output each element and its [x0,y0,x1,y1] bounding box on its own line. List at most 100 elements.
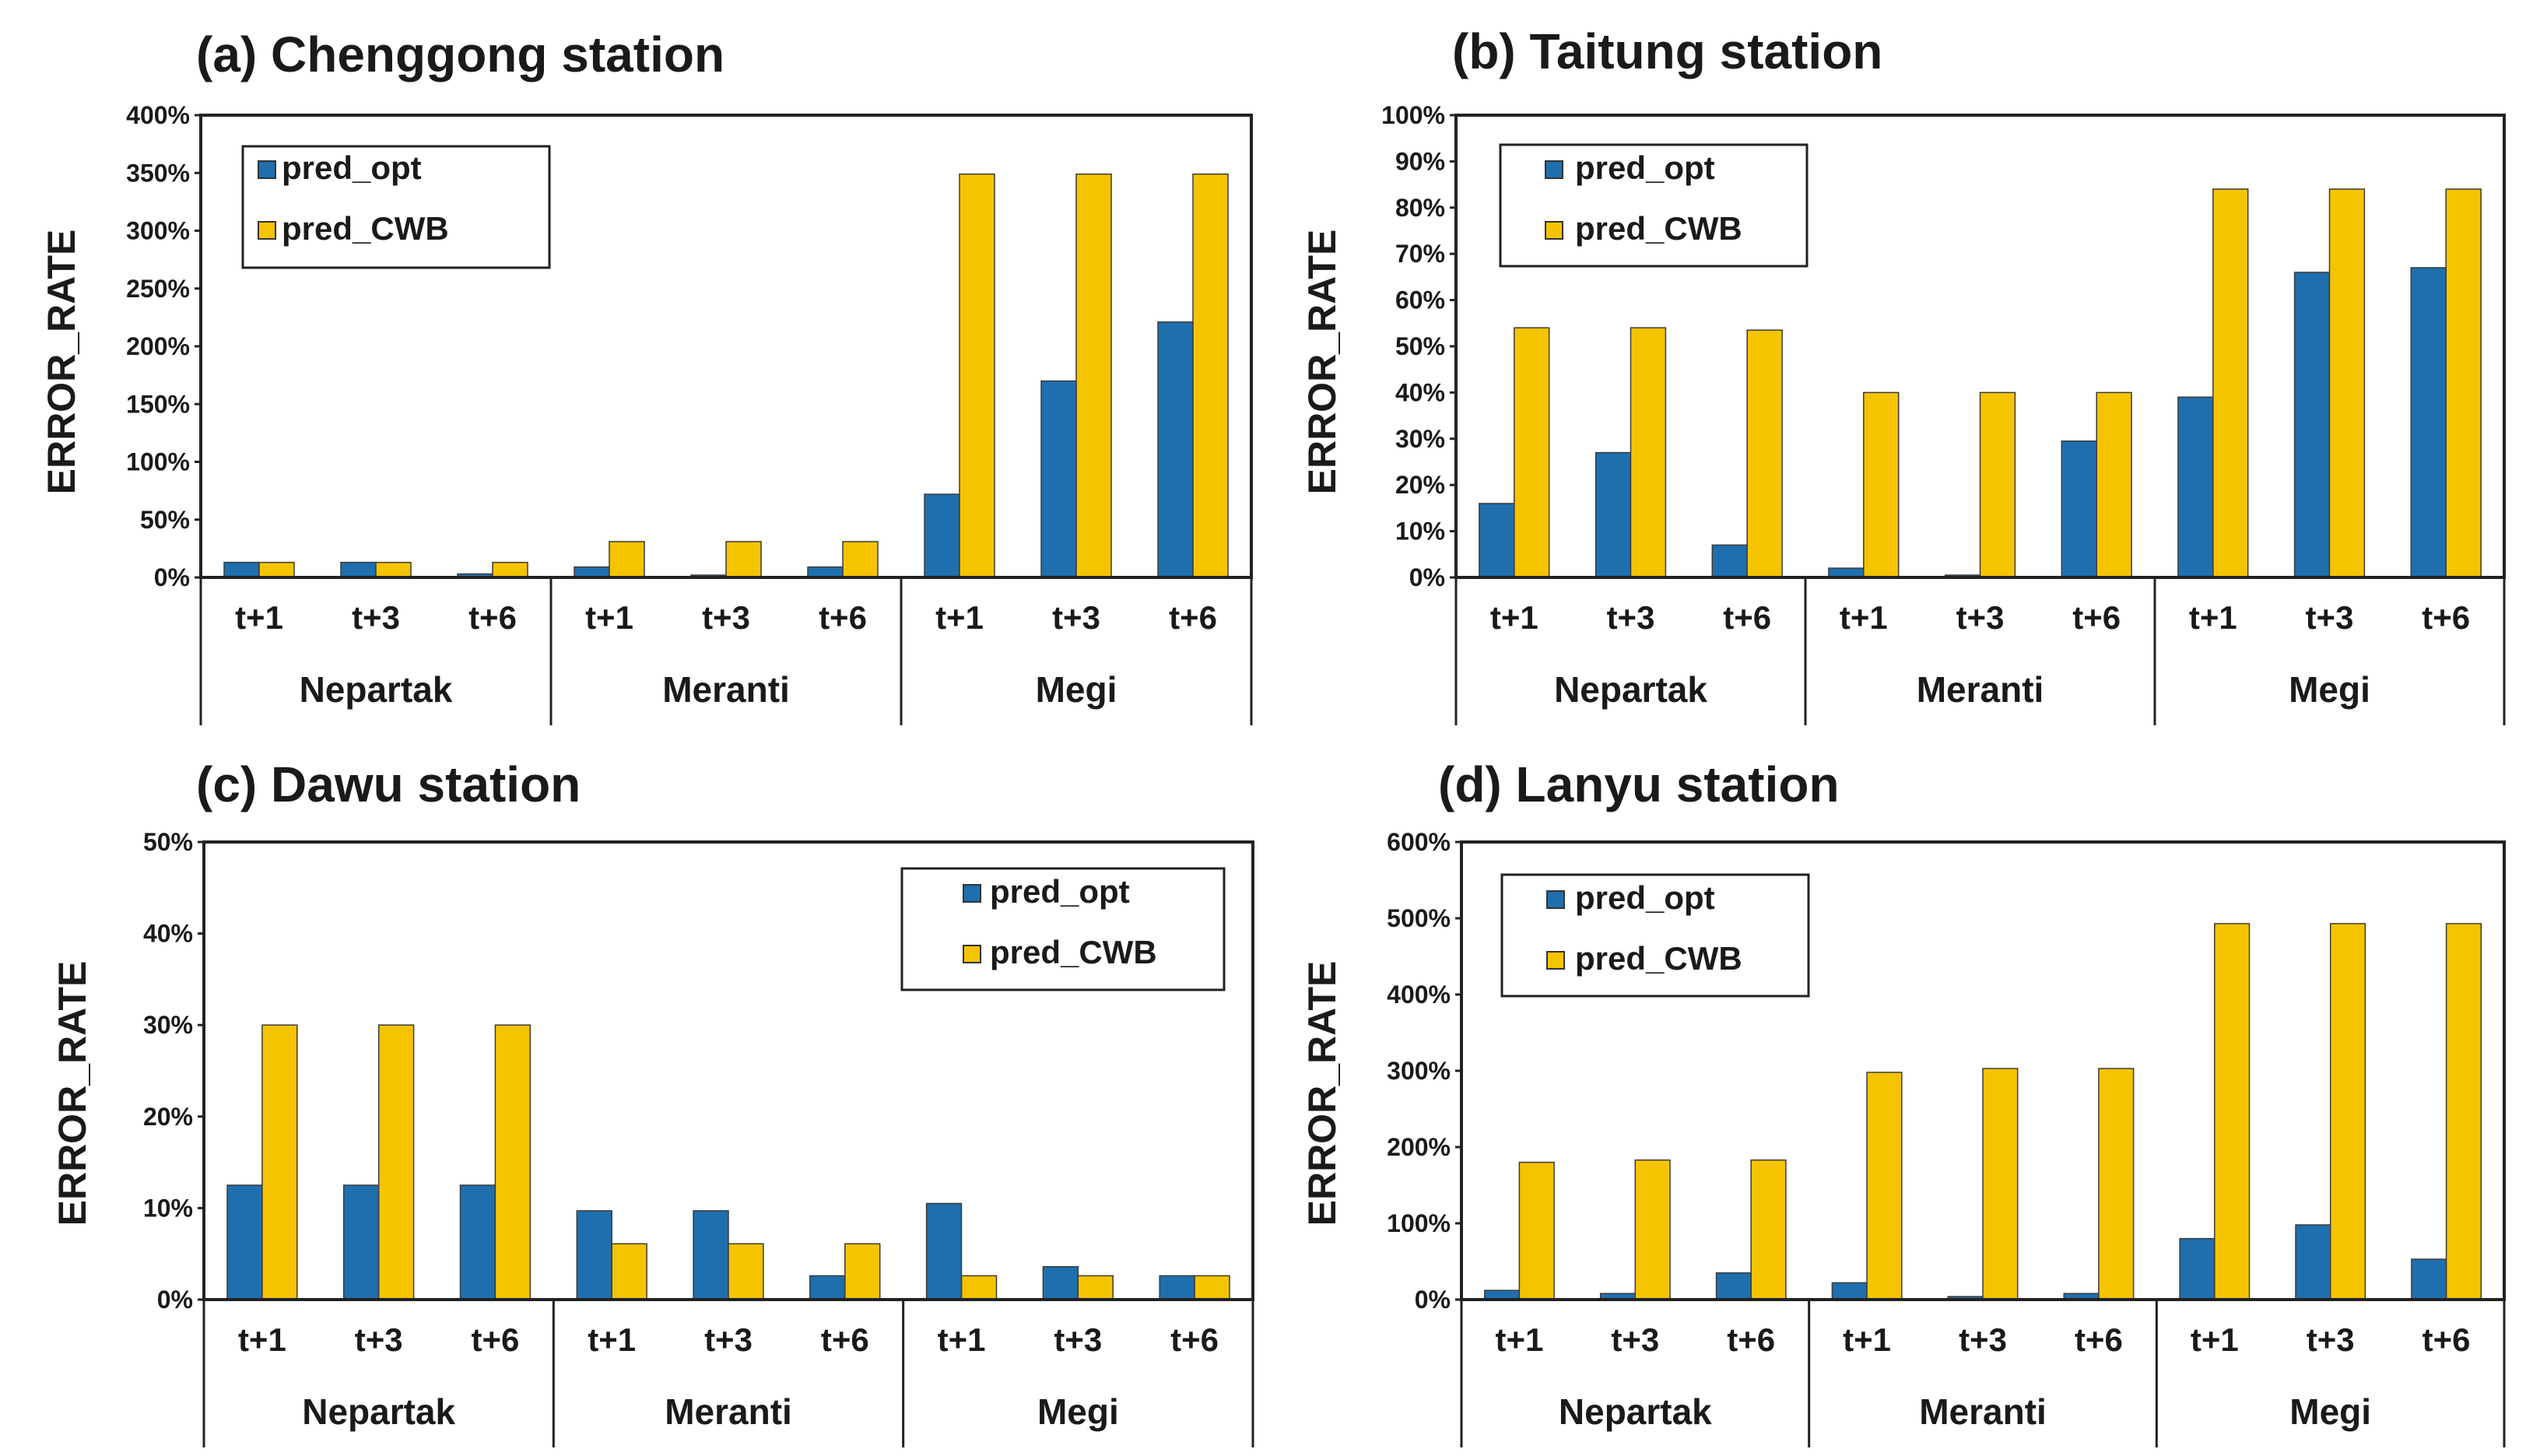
y-tick-label: 50% [140,506,190,534]
x-group-label: Nepartak [1554,669,1707,710]
y-tick-label: 100% [126,448,190,476]
y-tick-label: 600% [1387,828,1451,856]
y-tick-label: 30% [1395,425,1445,453]
plot-frame [1454,114,2506,579]
bar-pred-cwb-megi-tplus3 [1077,1275,1114,1300]
bar-pred-cwb-meranti-tplus1 [609,541,645,578]
x-tick-label: t+6 [2075,1321,2123,1358]
x-group-label: Meranti [665,1391,792,1432]
bar-pred-cwb-nepartak-tplus1 [1514,327,1550,578]
bar-pred-cwb-meranti-tplus3 [728,1243,764,1300]
bars [223,173,1229,578]
chart-title: (d) Lanyu station [1438,756,1840,812]
x-tick-label: t+1 [585,599,633,636]
bar-pred-opt-megi-tplus3 [1042,1265,1079,1300]
x-axis: t+1 t+3 t+6 t+1 t+3 t+6 t+1 t+3 t+6 Nepartak Meran… [202,1300,1254,1447]
y-axis-label: ERROR_RATE [51,961,94,1226]
bar-pred-opt-meranti-tplus1 [576,1210,612,1300]
x-axis: t+1 t+3 t+6 t+1 t+3 t+6 t+1 t+3 t+6 Nepartak Meran… [1460,1300,2506,1447]
x-tick-label: t+1 [2189,599,2237,636]
bar-pred-cwb-megi-tplus1 [2212,188,2249,578]
x-tick-label: t+3 [1959,1321,2007,1358]
bar-pred-opt-meranti-tplus6 [809,1275,846,1300]
legend: pred_opt pred_CWB [1500,873,1810,998]
y-tick-label: 90% [1395,147,1445,175]
bar-pred-cwb-meranti-tplus6 [842,541,879,578]
y-tick-label: 400% [126,101,190,129]
bar-pred-opt-meranti-tplus1 [1831,1282,1868,1300]
bar-pred-cwb-megi-tplus6 [2445,923,2482,1300]
x-group-label: Megi [2289,669,2370,710]
bar-pred-opt-meranti-tplus3 [693,1210,729,1300]
chart-title: (b) Taitung station [1452,23,1882,79]
legend-label-pred-opt: pred_opt [990,873,1130,910]
y-tick-label: 150% [126,390,190,418]
bar-pred-cwb-megi-tplus6 [2445,188,2482,578]
y-axis-label: ERROR_RATE [40,230,83,495]
x-group-label: Nepartak [300,669,453,710]
x-tick-label: t+3 [352,599,400,636]
x-tick-label: t+1 [238,1321,286,1358]
y-tick-label: 70% [1395,240,1445,268]
x-group-label: Megi [2289,1391,2371,1432]
bar-pred-opt-nepartak-tplus1 [223,561,260,578]
bar-pred-opt-megi-tplus6 [2410,267,2447,578]
bar-pred-opt-megi-tplus6 [2411,1258,2447,1300]
x-tick-label: t+1 [1840,599,1888,636]
legend-box [241,145,551,269]
x-tick-label: t+6 [468,599,517,636]
bar-pred-opt-megi-tplus1 [2179,1237,2216,1300]
x-tick-label: t+3 [702,599,750,636]
legend-swatch-pred-opt [963,884,981,903]
x-tick-label: t+6 [1723,599,1771,636]
panel-b-taitung: (b) Taitung station ERROR_RATE 0% 10% 20% 3… [1300,23,2506,725]
x-tick-label: t+3 [1956,599,2005,636]
bar-pred-cwb-nepartak-tplus1 [258,561,295,578]
bars [1479,188,2482,578]
x-tick-label: t+1 [1843,1321,1891,1358]
y-tick-label: 10% [143,1194,193,1222]
x-tick-label: t+3 [1607,599,1655,636]
y-tick-label: 400% [1387,981,1451,1009]
legend-label-pred-opt: pred_opt [1575,149,1715,186]
y-tick-label: 300% [126,217,190,245]
x-tick-label: t+6 [2423,1321,2471,1358]
legend-label-pred-opt: pred_opt [1575,879,1715,916]
bars [1484,923,2482,1300]
legend-label-pred-cwb: pred_CWB [1575,210,1742,247]
bar-pred-opt-megi-tplus1 [925,1202,963,1300]
legend-label-pred-cwb: pred_CWB [1575,940,1742,977]
x-tick-label: t+6 [472,1321,520,1358]
x-group-label: Megi [1037,1391,1119,1432]
x-tick-label: t+6 [1170,1321,1219,1358]
x-group-label: Nepartak [1559,1391,1712,1432]
bar-pred-opt-megi-tplus3 [2293,272,2331,578]
panel-a-chenggong: (a) Chenggong station ERROR_RATE 0% 50% 10… [40,26,1253,725]
bar-pred-opt-nepartak-tplus6 [459,1184,496,1300]
x-group-label: Megi [1036,669,1117,710]
y-axis-label: ERROR_RATE [1300,230,1344,495]
y-tick-labels: 0% 100% 200% 300% 400% 500% 600% [1387,828,1461,1314]
bar-pred-cwb-meranti-tplus3 [1982,1068,2019,1300]
legend-box [900,867,1226,991]
bar-pred-opt-meranti-tplus6 [807,566,844,578]
bar-pred-cwb-meranti-tplus6 [2096,391,2132,578]
legend-swatch-pred-cwb [1546,951,1565,970]
y-tick-label: 200% [126,332,190,360]
bar-pred-cwb-megi-tplus1 [2214,923,2251,1300]
legend-swatch-pred-opt [1545,160,1563,179]
y-tick-labels: 0% 10% 20% 30% 40% 50% [143,828,204,1314]
y-tick-label: 50% [1395,332,1445,360]
legend-swatch-pred-opt [1546,890,1565,909]
x-group-label: Nepartak [302,1391,455,1432]
x-tick-label: t+6 [821,1321,869,1358]
plot-frame [199,114,1253,579]
bar-pred-opt-nepartak-tplus1 [1479,503,1515,578]
y-tick-label: 20% [143,1103,193,1131]
bar-pred-cwb-megi-tplus3 [2328,188,2366,578]
bar-pred-cwb-megi-tplus3 [2329,923,2366,1300]
y-tick-label: 0% [154,563,190,591]
x-tick-label: t+3 [1054,1321,1102,1358]
legend: pred_opt pred_CWB [1499,143,1809,268]
